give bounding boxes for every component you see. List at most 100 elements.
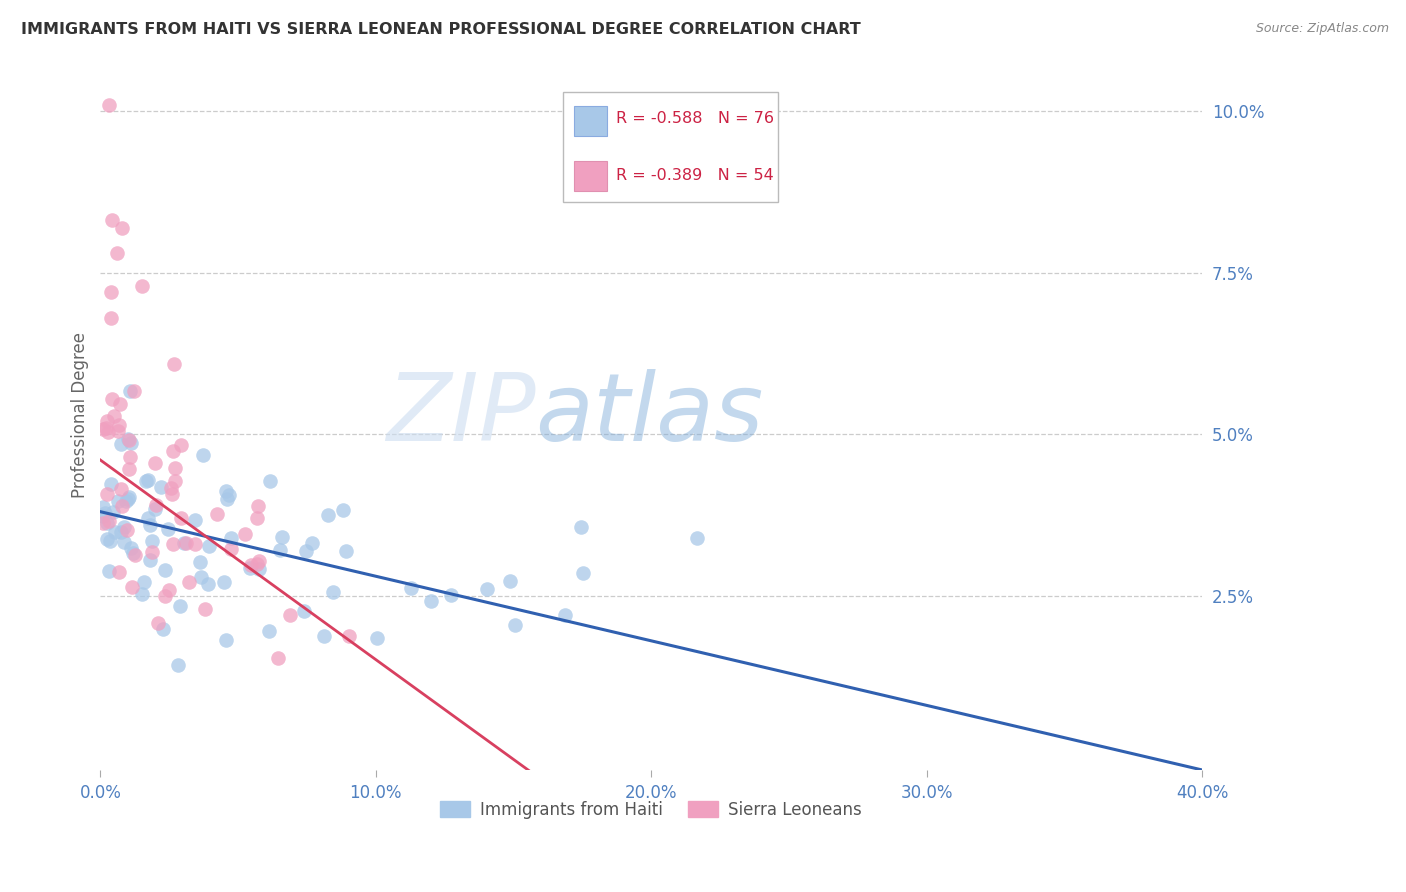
FancyBboxPatch shape bbox=[564, 92, 778, 202]
Point bbox=[312, 629, 335, 643]
Point bbox=[197, 577, 219, 591]
Text: IMMIGRANTS FROM HAITI VS SIERRA LEONEAN PROFESSIONAL DEGREE CORRELATION CHART: IMMIGRANTS FROM HAITI VS SIERRA LEONEAN … bbox=[21, 22, 860, 37]
Point bbox=[686, 532, 709, 546]
Point bbox=[101, 213, 124, 227]
Point bbox=[184, 537, 207, 551]
Point bbox=[96, 414, 118, 428]
Point bbox=[247, 562, 270, 576]
Point bbox=[162, 537, 184, 551]
Point bbox=[101, 504, 124, 518]
Point bbox=[218, 487, 240, 501]
Point bbox=[97, 514, 120, 528]
Point bbox=[212, 575, 235, 590]
Point bbox=[207, 508, 229, 522]
Point bbox=[141, 545, 163, 559]
Point bbox=[103, 409, 125, 424]
Point bbox=[120, 541, 142, 555]
Point bbox=[91, 422, 114, 436]
Point bbox=[316, 508, 339, 522]
Point bbox=[332, 502, 354, 516]
Point bbox=[136, 511, 159, 525]
Point bbox=[503, 618, 526, 632]
Text: R = -0.588   N = 76: R = -0.588 N = 76 bbox=[616, 112, 775, 126]
Point bbox=[169, 599, 191, 613]
Point bbox=[499, 574, 522, 589]
Point bbox=[124, 548, 146, 562]
Point bbox=[91, 516, 114, 530]
Point bbox=[267, 651, 290, 665]
Point bbox=[131, 587, 153, 601]
Text: atlas: atlas bbox=[536, 369, 763, 460]
Point bbox=[219, 531, 242, 545]
Point bbox=[139, 518, 162, 533]
Point bbox=[118, 434, 141, 448]
Point bbox=[96, 532, 118, 546]
Point bbox=[259, 624, 281, 639]
Point bbox=[117, 432, 139, 446]
Point bbox=[110, 437, 132, 451]
Point bbox=[246, 511, 269, 525]
Point bbox=[572, 566, 595, 580]
Point bbox=[153, 589, 176, 603]
Point bbox=[337, 629, 360, 643]
Point bbox=[170, 510, 193, 524]
Point bbox=[120, 384, 142, 399]
Point bbox=[167, 658, 190, 673]
Point bbox=[190, 570, 212, 584]
Point bbox=[97, 425, 120, 439]
Point bbox=[145, 498, 167, 512]
Point bbox=[112, 520, 135, 534]
Point bbox=[103, 524, 125, 539]
Point bbox=[91, 509, 114, 524]
Point bbox=[108, 417, 131, 432]
FancyBboxPatch shape bbox=[574, 161, 607, 191]
Point bbox=[131, 278, 153, 293]
Point bbox=[295, 544, 318, 558]
Point bbox=[96, 421, 118, 435]
Point bbox=[107, 493, 129, 508]
Point bbox=[100, 285, 122, 299]
Point bbox=[420, 594, 443, 608]
Point bbox=[96, 486, 118, 500]
FancyBboxPatch shape bbox=[574, 106, 607, 136]
Text: Source: ZipAtlas.com: Source: ZipAtlas.com bbox=[1256, 22, 1389, 36]
Point bbox=[112, 535, 135, 549]
Point bbox=[280, 607, 302, 622]
Point bbox=[115, 493, 138, 508]
Point bbox=[91, 500, 114, 515]
Point bbox=[335, 543, 357, 558]
Point bbox=[179, 574, 201, 589]
Point bbox=[136, 473, 159, 487]
Point bbox=[108, 565, 131, 579]
Point bbox=[153, 563, 176, 577]
Point bbox=[165, 474, 187, 488]
Point bbox=[107, 424, 129, 438]
Point bbox=[150, 480, 173, 494]
Point bbox=[139, 552, 162, 566]
Point bbox=[475, 582, 498, 596]
Point bbox=[121, 580, 143, 594]
Point bbox=[215, 492, 238, 507]
Point bbox=[162, 444, 184, 458]
Point bbox=[163, 357, 186, 371]
Point bbox=[117, 492, 139, 507]
Point bbox=[100, 476, 122, 491]
Point bbox=[194, 602, 217, 616]
Point bbox=[215, 483, 238, 498]
Point bbox=[160, 481, 183, 495]
Point bbox=[246, 557, 269, 571]
Point bbox=[215, 633, 238, 648]
Point bbox=[239, 558, 262, 573]
Legend: Immigrants from Haiti, Sierra Leoneans: Immigrants from Haiti, Sierra Leoneans bbox=[434, 794, 869, 826]
Point bbox=[292, 604, 315, 618]
Point bbox=[259, 475, 281, 489]
Point bbox=[96, 516, 118, 530]
Point bbox=[198, 539, 221, 553]
Point bbox=[117, 491, 139, 505]
Point bbox=[157, 583, 180, 598]
Point bbox=[322, 585, 344, 599]
Point bbox=[440, 588, 463, 602]
Point bbox=[366, 632, 388, 646]
Point bbox=[270, 530, 292, 544]
Point bbox=[111, 220, 134, 235]
